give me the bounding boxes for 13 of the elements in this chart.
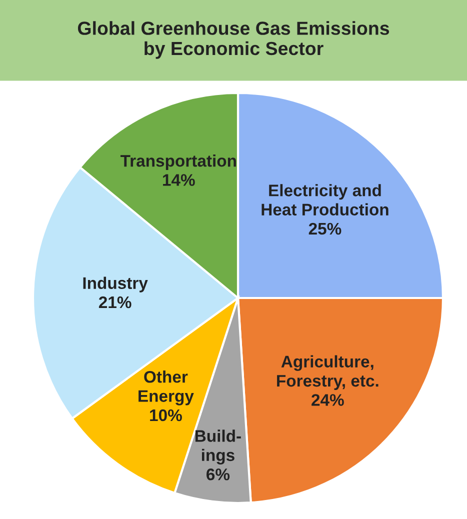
slice-label: Industry — [83, 276, 148, 292]
data-label: 24% — [312, 394, 344, 406]
slice-label: Transportation — [120, 154, 236, 170]
slice-label: Agriculture, Forestry, etc. — [277, 355, 378, 390]
slice-label: Electricity and Heat Production — [262, 184, 388, 216]
slice-label: Build- ings — [195, 430, 241, 464]
data-label: 10% — [150, 409, 182, 422]
data-label: 14% — [163, 174, 195, 186]
slice-label: Other Energy — [138, 370, 194, 406]
data-label: 25% — [308, 222, 342, 235]
data-label: 6% — [206, 468, 230, 480]
data-label: 21% — [98, 296, 132, 308]
chart-title: Global Greenhouse Gas Emissions by Economic Sector — [78, 21, 390, 59]
